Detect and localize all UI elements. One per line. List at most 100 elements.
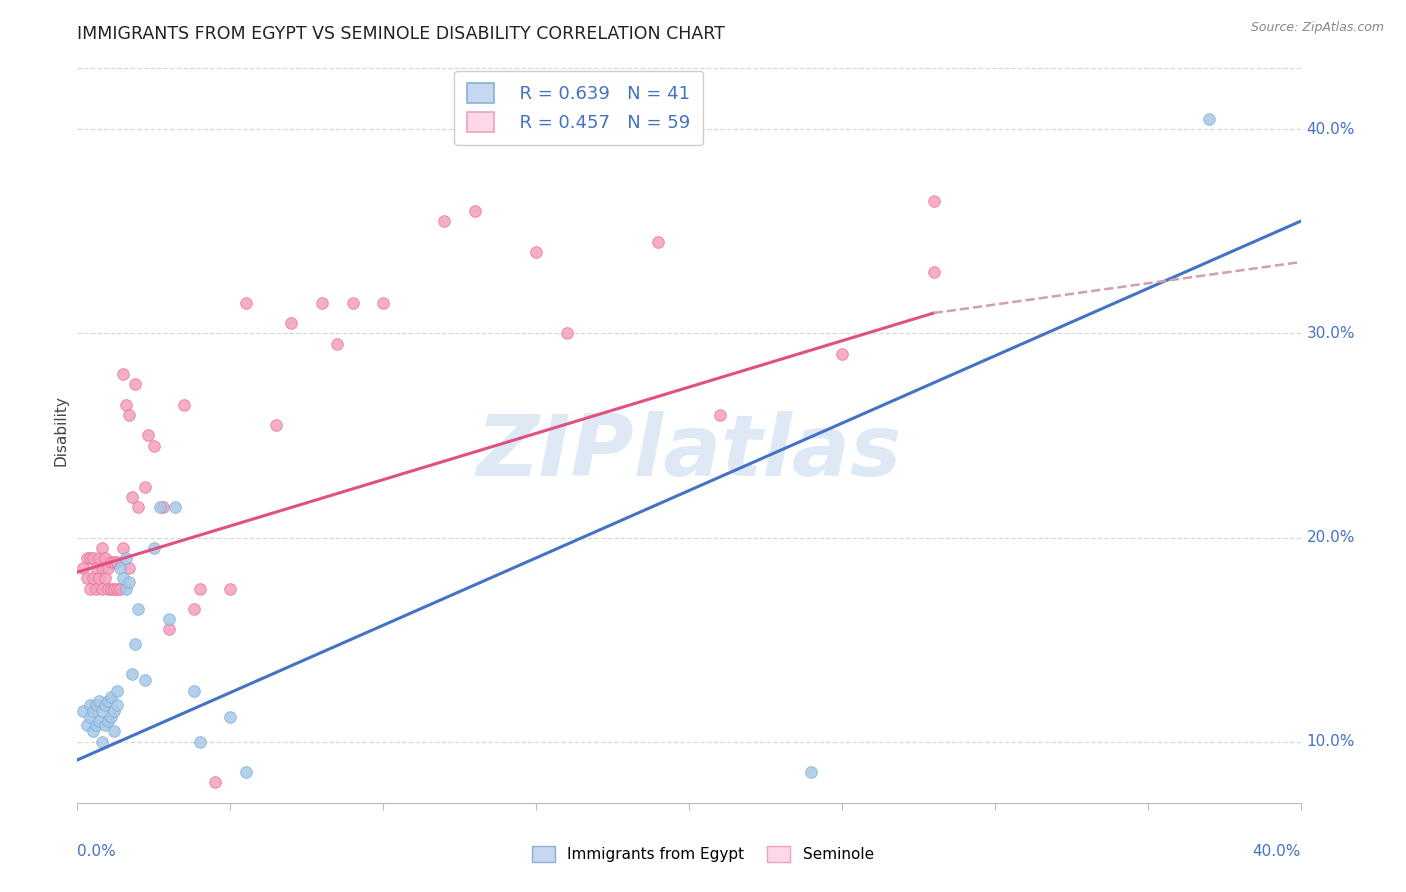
Point [922, 265, 945, 279]
Point [115, 550, 138, 565]
Point [103, 724, 125, 739]
Point [100, 582, 122, 596]
Text: 40.0%: 40.0% [1253, 844, 1301, 859]
Point [90, 561, 112, 575]
Point [173, 398, 195, 412]
Point [84, 698, 107, 712]
Point [555, 326, 578, 341]
Point [831, 347, 853, 361]
Text: Source: ZipAtlas.com: Source: ZipAtlas.com [1250, 21, 1384, 34]
Point [105, 582, 128, 596]
Point [90, 541, 112, 555]
Point [183, 683, 205, 698]
Point [72, 704, 94, 718]
Point [121, 490, 143, 504]
Point [142, 439, 165, 453]
Point [100, 690, 122, 704]
Point [118, 408, 141, 422]
Point [108, 582, 131, 596]
Point [183, 602, 205, 616]
Point [235, 765, 257, 780]
Point [108, 561, 131, 575]
Y-axis label: Disability: Disability [53, 395, 69, 466]
Point [1198, 112, 1220, 127]
Point [709, 408, 731, 422]
Text: 30.0%: 30.0% [1306, 326, 1355, 341]
Point [87, 550, 110, 565]
Point [105, 555, 128, 569]
Point [127, 602, 149, 616]
Point [76, 718, 98, 732]
Point [235, 296, 257, 310]
Point [90, 704, 112, 718]
Point [112, 541, 135, 555]
Point [100, 555, 122, 569]
Point [105, 698, 128, 712]
Point [103, 704, 125, 718]
Point [118, 575, 141, 590]
Point [134, 479, 156, 493]
Text: 20.0%: 20.0% [1306, 530, 1355, 545]
Point [118, 561, 141, 575]
Point [112, 368, 135, 382]
Point [647, 235, 669, 249]
Point [82, 704, 104, 718]
Text: IMMIGRANTS FROM EGYPT VS SEMINOLE DISABILITY CORRELATION CHART: IMMIGRANTS FROM EGYPT VS SEMINOLE DISABI… [77, 25, 725, 43]
Point [433, 214, 456, 228]
Point [97, 714, 120, 728]
Point [97, 582, 120, 596]
Point [79, 582, 101, 596]
Point [157, 612, 180, 626]
Point [115, 398, 138, 412]
Point [90, 582, 112, 596]
Point [800, 765, 823, 780]
Point [97, 561, 120, 575]
Point [280, 316, 302, 330]
Point [264, 418, 287, 433]
Point [157, 623, 180, 637]
Point [94, 550, 117, 565]
Point [87, 571, 110, 585]
Point [100, 710, 122, 724]
Text: 40.0%: 40.0% [1306, 122, 1355, 136]
Point [464, 204, 486, 219]
Point [219, 710, 242, 724]
Point [115, 582, 138, 596]
Point [94, 698, 117, 712]
Point [124, 377, 146, 392]
Point [127, 500, 149, 514]
Point [121, 667, 143, 681]
Point [134, 673, 156, 688]
Point [136, 428, 159, 442]
Point [84, 718, 107, 732]
Point [149, 500, 172, 514]
Point [103, 582, 125, 596]
Point [82, 724, 104, 739]
Point [90, 734, 112, 748]
Point [188, 582, 211, 596]
Point [87, 714, 110, 728]
Point [112, 571, 135, 585]
Point [188, 734, 211, 748]
Point [72, 561, 94, 575]
Point [84, 561, 107, 575]
Point [524, 244, 547, 259]
Text: 0.0%: 0.0% [77, 844, 117, 859]
Point [79, 550, 101, 565]
Point [165, 500, 187, 514]
Point [79, 710, 101, 724]
Legend: Immigrants from Egypt, Seminole: Immigrants from Egypt, Seminole [526, 840, 880, 868]
Point [152, 500, 174, 514]
Point [219, 582, 242, 596]
Point [124, 637, 146, 651]
Point [204, 775, 226, 789]
Point [326, 336, 349, 351]
Point [97, 694, 120, 708]
Point [76, 550, 98, 565]
Point [79, 698, 101, 712]
Point [82, 571, 104, 585]
Point [103, 555, 125, 569]
Legend:   R = 0.639   N = 41,   R = 0.457   N = 59: R = 0.639 N = 41, R = 0.457 N = 59 [454, 70, 703, 145]
Point [142, 541, 165, 555]
Point [342, 296, 364, 310]
